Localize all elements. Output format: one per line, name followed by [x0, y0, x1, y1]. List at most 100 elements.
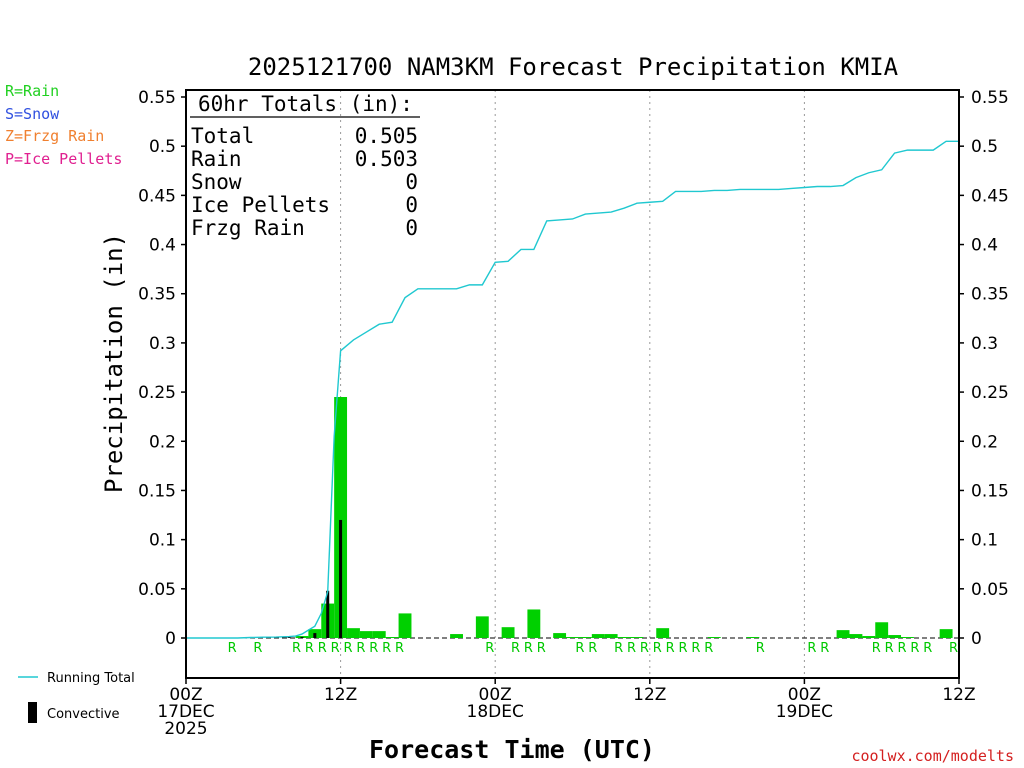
x-tick-label: 12Z — [324, 685, 357, 705]
precip-bar — [875, 622, 889, 638]
y-tick-label-left: 0.35 — [138, 285, 176, 305]
y-tick-label-left: 0.55 — [138, 88, 176, 108]
x-tick-label: 19DEC — [776, 702, 833, 722]
x-tick-label: 12Z — [942, 685, 975, 705]
precip-bar — [398, 613, 412, 638]
ptype-marker: R — [382, 641, 391, 656]
totals-row-value: 0.505 — [355, 124, 418, 148]
precip-bar — [527, 609, 541, 638]
y-tick-label-left: 0.05 — [138, 580, 176, 600]
precip-bar — [901, 637, 914, 638]
totals-row-value: 0 — [405, 170, 418, 194]
ptype-marker: R — [872, 641, 881, 656]
precip-bar — [578, 637, 592, 638]
ptype-marker: R — [524, 641, 533, 656]
ptype-legend-snow: S=Snow — [5, 105, 60, 123]
y-tick-label-right: 0.05 — [971, 580, 1009, 600]
precip-bar — [707, 637, 721, 638]
y-axis-left: 0 0.05 0.1 0.15 0.2 0.25 0.3 0.35 0.4 0.45 0.5 0.55 — [138, 88, 186, 649]
hourly-precip-bars — [295, 397, 953, 638]
y-tick-label-right: 0.15 — [971, 481, 1009, 501]
convective-bar — [326, 590, 330, 638]
ptype-marker: R — [653, 641, 662, 656]
precip-bar — [591, 634, 605, 638]
ptype-marker: R — [640, 641, 649, 656]
ptype-marker: R — [575, 641, 584, 656]
y-tick-label-right: 0.1 — [971, 531, 998, 551]
ptype-marker: R — [511, 641, 520, 656]
convective-bar — [300, 637, 304, 638]
ptype-marker: R — [292, 641, 301, 656]
totals-row-value: 0.503 — [355, 147, 418, 171]
totals-row-label: Frzg Rain — [191, 216, 305, 240]
ptype-marker: R — [820, 641, 829, 656]
ptype-marker: R — [253, 641, 262, 656]
convective-bar — [313, 633, 317, 638]
ptype-marker: R — [588, 641, 597, 656]
ptype-marker: R — [344, 641, 353, 656]
y-tick-label-right: 0.45 — [971, 186, 1009, 206]
x-tick-label: 2025 — [164, 719, 207, 739]
convective-key-swatch — [28, 702, 37, 723]
precip-bar — [475, 616, 489, 638]
credit-text: coolwx.com/modelts — [851, 747, 1014, 765]
y-tick-label-left: 0.15 — [138, 481, 176, 501]
y-tick-label-left: 0.4 — [149, 236, 176, 256]
totals-row-label: Rain — [191, 147, 242, 171]
chart-title: 2025121700 NAM3KM Forecast Precipitation… — [248, 53, 899, 81]
precip-bar — [604, 634, 618, 638]
plot-frame — [185, 89, 960, 679]
precip-bar — [849, 634, 863, 638]
ptype-marker: R — [678, 641, 687, 656]
x-tick-label: 00Z — [788, 685, 821, 705]
ptype-marker: R — [910, 641, 919, 656]
y-tick-label-right: 0.25 — [971, 383, 1009, 403]
y-tick-label-right: 0.5 — [971, 137, 998, 157]
y-tick-label-left: 0.2 — [149, 432, 176, 452]
ptype-marker: R — [305, 641, 314, 656]
totals-header: 60hr Totals (in): — [198, 92, 413, 116]
ptype-marker: R — [356, 641, 365, 656]
ptype-marker: R — [666, 641, 675, 656]
y-axis-right: 0 0.05 0.1 0.15 0.2 0.25 0.3 0.35 0.4 0.45 0.5 0.55 — [959, 88, 1009, 649]
y-tick-label-right: 0 — [971, 629, 982, 649]
running-total-line — [186, 140, 959, 639]
precip-bar — [888, 635, 902, 638]
precip-bar — [553, 633, 567, 638]
ptype-marker: R — [949, 641, 958, 656]
x-tick-label: 18DEC — [467, 702, 524, 722]
precip-bar — [939, 629, 953, 638]
precip-bar — [347, 628, 360, 638]
y-tick-label-left: 0.25 — [138, 383, 176, 403]
y-axis-label: Precipitation (in) — [100, 233, 128, 493]
ptype-marker: R — [485, 641, 494, 656]
x-axis-label: Forecast Time (UTC) — [369, 735, 655, 764]
y-tick-label-left: 0 — [165, 629, 176, 649]
y-tick-label-right: 0.2 — [971, 432, 998, 452]
precip-bar — [359, 631, 373, 638]
ptype-legend-rain: R=Rain — [5, 82, 59, 100]
precip-bar — [334, 397, 348, 638]
totals-row-value: 0 — [405, 216, 418, 240]
precip-bar — [617, 637, 631, 638]
y-tick-label-right: 0.35 — [971, 285, 1009, 305]
precip-bar — [746, 637, 760, 638]
precip-bar — [630, 637, 644, 638]
ptype-marker: R — [704, 641, 713, 656]
precip-bar — [450, 634, 463, 638]
running-total-key-label: Running Total — [47, 671, 135, 686]
ptype-marker: R — [331, 641, 340, 656]
precip-bar — [566, 637, 579, 638]
x-tick-label: 17DEC — [157, 702, 214, 722]
precip-bar — [862, 636, 876, 638]
y-tick-label-right: 0.3 — [971, 334, 998, 354]
convective-key-label: Convective — [47, 707, 120, 722]
ptype-marker: R — [756, 641, 765, 656]
precip-bar — [372, 631, 386, 638]
y-tick-label-left: 0.3 — [149, 334, 176, 354]
totals-row-label: Total — [191, 124, 254, 148]
series-key: Running Total Convective — [18, 671, 135, 723]
x-tick-label: 00Z — [479, 685, 512, 705]
x-tick-label: 00Z — [169, 685, 202, 705]
ptype-marker: R — [395, 641, 404, 656]
